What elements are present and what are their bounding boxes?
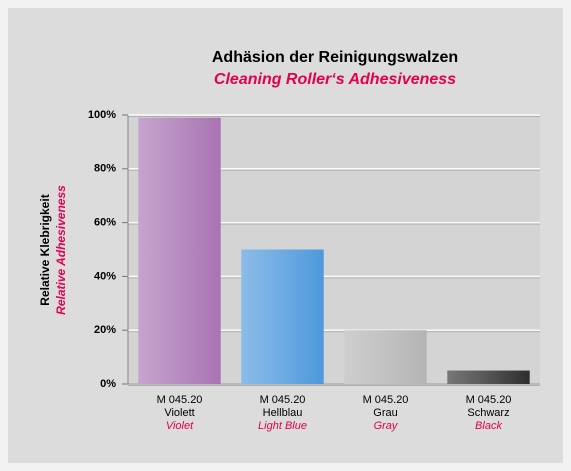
x-tick-label: Light Blue xyxy=(258,420,307,432)
chart-subtitle: Cleaning Roller‘s Adhesiveness xyxy=(214,71,456,88)
x-tick-label: Hellblau xyxy=(263,407,303,419)
chart-title: Adhäsion der Reinigungswalzen xyxy=(212,49,458,66)
y-tick-label: 80% xyxy=(94,163,116,175)
y-axis-label-translation: Relative Adhesiveness xyxy=(54,185,68,315)
bar xyxy=(344,330,427,384)
y-axis-label: Relative Klebrigkeit xyxy=(38,194,52,305)
bar xyxy=(447,370,530,384)
bar xyxy=(241,249,324,384)
x-tick-label: M 045.20 xyxy=(157,394,203,406)
x-tick-label: Schwarz xyxy=(467,407,509,419)
x-tick-label: Violet xyxy=(166,420,194,432)
y-tick-label: 0% xyxy=(100,378,116,390)
x-tick-label: M 045.20 xyxy=(466,394,512,406)
x-tick-label: M 045.20 xyxy=(260,394,306,406)
bar xyxy=(138,117,221,384)
x-tick-label: Gray xyxy=(374,420,399,432)
x-tick-label: Violett xyxy=(164,407,194,419)
x-tick-label: Black xyxy=(475,420,502,432)
x-tick-label: Grau xyxy=(373,407,397,419)
y-tick-label: 40% xyxy=(94,270,116,282)
y-tick-label: 60% xyxy=(94,217,116,229)
x-tick-label: M 045.20 xyxy=(363,394,409,406)
y-tick-label: 20% xyxy=(94,324,116,336)
y-tick-label: 100% xyxy=(88,109,116,121)
